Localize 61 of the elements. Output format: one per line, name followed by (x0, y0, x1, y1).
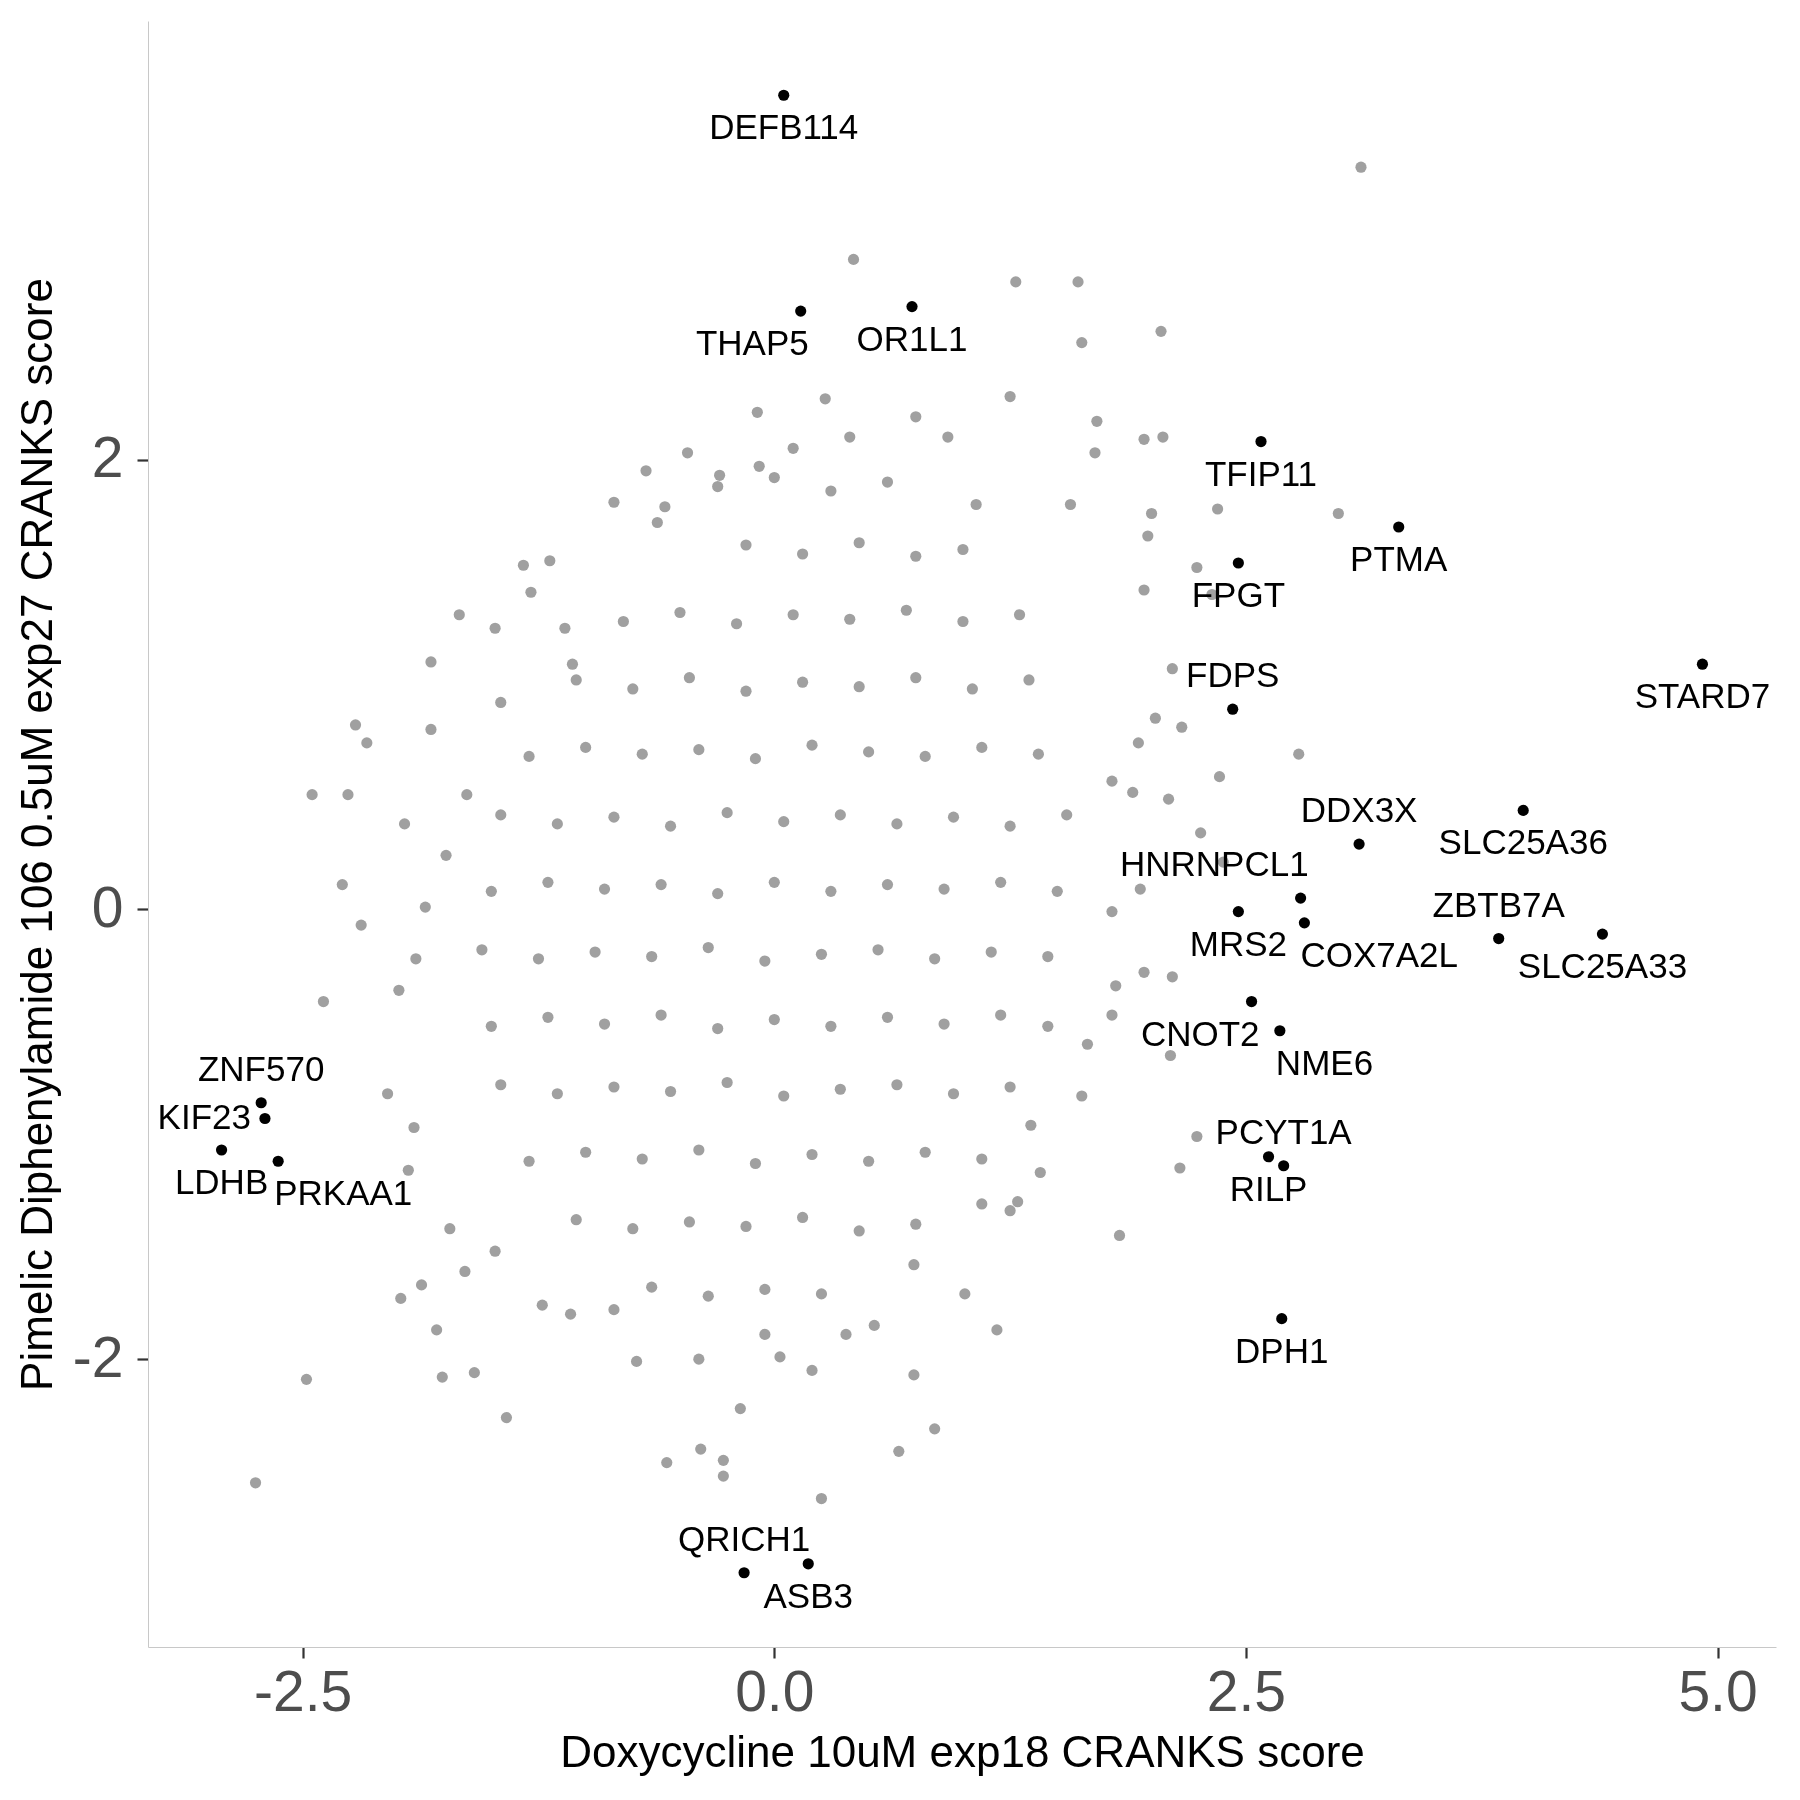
point (259, 1112, 271, 1125)
annotation: KIF23 (157, 1097, 251, 1137)
annotation: ASB3 (763, 1575, 853, 1615)
point (1295, 892, 1307, 904)
point (1276, 1313, 1288, 1325)
annotation: QRICH1 (677, 1518, 811, 1558)
point (1274, 1025, 1286, 1037)
point (1596, 928, 1609, 940)
point (738, 1567, 750, 1579)
point (1517, 804, 1529, 816)
annotation: PCYT1A (1215, 1111, 1353, 1151)
annotation: SLC25A36 (1438, 822, 1608, 862)
annotation: DEFB114 (709, 107, 859, 147)
annotation: PTMA (1350, 539, 1448, 579)
annotation: NME6 (1275, 1042, 1374, 1082)
point (255, 1097, 267, 1109)
point (1227, 703, 1239, 715)
annotation: FPGT (1191, 575, 1286, 614)
annotation: FDPS (1186, 655, 1280, 695)
point (1262, 1151, 1275, 1163)
y-tick-label: -2 (72, 1324, 124, 1389)
point (272, 1155, 284, 1167)
x-tick-label: 0.0 (735, 1658, 815, 1723)
annotation: STARD7 (1634, 676, 1771, 716)
point (1245, 995, 1258, 1008)
point (795, 305, 807, 317)
annotation: TFIP11 (1204, 453, 1318, 493)
point (1393, 521, 1405, 533)
annotation: DDX3X (1300, 790, 1418, 830)
x-axis-title: Doxycycline 10uM exp18 CRANKS score (560, 1726, 1365, 1776)
x-tick-label: 5.0 (1678, 1658, 1758, 1723)
annotation: OR1L1 (856, 318, 968, 358)
point (1298, 917, 1310, 929)
y-tick-label: 0 (91, 874, 124, 939)
x-tick-label: -2.5 (254, 1658, 353, 1723)
point (778, 89, 790, 101)
point (1493, 933, 1505, 945)
point (215, 1144, 228, 1156)
point (1232, 557, 1244, 569)
point (1232, 906, 1244, 918)
x-tick-label: 2.5 (1206, 1658, 1287, 1723)
point (906, 301, 918, 313)
annotation: RILP (1229, 1168, 1308, 1208)
y-axis-title: Pimelic Diphenylamide 106 0.5uM exp27 CRANKS score (11, 278, 61, 1391)
annotation: ZBTB7A (1432, 884, 1566, 924)
annotation: MRS2 (1189, 923, 1287, 963)
annotation: CNOT2 (1140, 1013, 1260, 1053)
annotation: SLC25A33 (1517, 946, 1688, 986)
point (1353, 838, 1365, 850)
point (1696, 658, 1709, 670)
point (802, 1558, 814, 1570)
point (1278, 1160, 1290, 1172)
annotation: THAP5 (695, 323, 809, 363)
annotation: DPH1 (1235, 1330, 1329, 1370)
point (1255, 435, 1267, 448)
annotation: LDHB (174, 1161, 269, 1201)
y-tick-label: 2 (91, 425, 124, 490)
annotation: HNRNPCL1 (1119, 844, 1309, 884)
annotation: ZNF570 (197, 1048, 325, 1088)
annotation: PRKAA1 (274, 1173, 413, 1213)
annotation: COX7A2L (1300, 934, 1458, 974)
